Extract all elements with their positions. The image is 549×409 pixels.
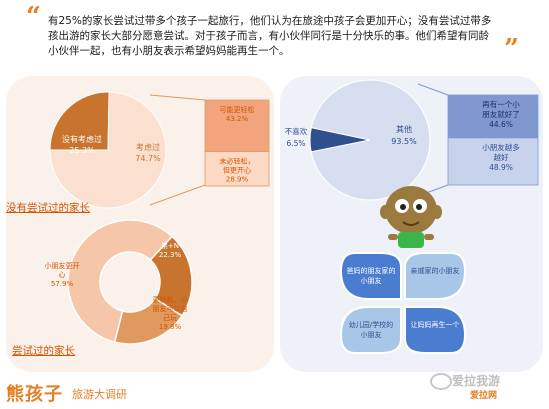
- petal-label-1: 亲戚家的小朋友: [411, 266, 460, 275]
- label-not-tried-parents: 没有尝试过的家长: [6, 202, 90, 214]
- watermark-sub: 爱拉网: [470, 391, 498, 401]
- pie1-connector-bottom: [149, 184, 206, 206]
- bar2-segment-1: [447, 137, 539, 186]
- donut-label-2: 更轻松，小: [153, 295, 188, 304]
- watermark-text: 爱拉我游: [452, 374, 501, 388]
- pie1-value-1: 74.7%: [135, 154, 161, 163]
- kid-head: [385, 186, 437, 234]
- bar1-value-0: 43.2%: [226, 115, 249, 123]
- pie1-value-0: 25.3%: [69, 146, 95, 155]
- label-tried-parents: 尝试过的家长: [12, 345, 75, 357]
- bar1-category-1: 但更开心: [223, 166, 251, 175]
- kid-shirt: [398, 232, 424, 248]
- pie1-label-0: 没有考虑过: [62, 134, 102, 144]
- pie1-slice-0: [49, 91, 110, 151]
- donut-label-0: 心: [59, 271, 66, 279]
- kid-mouth: [402, 221, 420, 226]
- kid-illustration: [380, 186, 442, 248]
- donut-label-2: 朋友可以自: [153, 304, 188, 313]
- donut-label-1: 累+N: [161, 242, 179, 250]
- pie1-slice-1: [49, 91, 167, 209]
- pie1-connector-top: [149, 94, 206, 101]
- petal-2: [339, 306, 402, 354]
- pie-chart-kids-preference: 不喜欢 6.5% 其他 93.5%: [285, 79, 449, 201]
- pie1-label-1: 考虑过: [136, 142, 160, 152]
- donut-value-1: 22.3%: [159, 251, 182, 259]
- donut-slice-2: [113, 297, 184, 345]
- brand-logo: 熊孩子: [6, 384, 63, 405]
- pie2-slice-1: [310, 79, 431, 201]
- open-quote-mark: “: [26, 2, 41, 32]
- bar2-category-0: 再有一个小: [482, 99, 520, 109]
- bar2-value-0: 44.6%: [489, 120, 513, 129]
- bar2-segment-0: [447, 94, 539, 139]
- brand-subtitle: 旅游大调研: [72, 388, 127, 401]
- header-text: 有25%的家长尝试过带多个孩子一起旅行，他们认为在旅途中孩子会更加开心；没有尝试…: [48, 15, 492, 57]
- petal-1: [404, 252, 467, 300]
- petal-0: [339, 252, 402, 300]
- donut-value-0: 57.9%: [51, 280, 74, 288]
- kid-ear-left: [380, 205, 390, 219]
- bar1-value-1: 28.9%: [226, 176, 249, 184]
- petal-label-0: 小朋友: [361, 276, 382, 285]
- petal-label-3: 让妈妈再生一个: [411, 320, 460, 329]
- pie2-label-0: 不喜欢: [285, 126, 308, 136]
- pie2-label-1: 其他: [396, 124, 412, 134]
- petal-3: [404, 306, 467, 354]
- bar2-value-1: 48.9%: [489, 163, 513, 172]
- petal-label-0: 爸妈的朋友家的: [347, 266, 396, 275]
- wechat-icon: [430, 373, 452, 390]
- petal-label-2: 幼儿园/学校的: [349, 320, 393, 329]
- donut-slice-0: [67, 219, 174, 343]
- bar1-category-1: 未必轻松，: [220, 157, 255, 166]
- donut-value-2: 19.8%: [159, 323, 182, 331]
- close-quote-mark: ”: [504, 34, 519, 64]
- pie-chart-consideration: 没有考虑过 25.3% 考虑过 74.7%: [49, 91, 206, 209]
- donut-label-2: 己玩: [163, 314, 177, 322]
- pie2-connector-top: [417, 83, 449, 96]
- bar2-category-0: 朋友就好了: [482, 109, 520, 119]
- kid-ear-right: [432, 205, 442, 219]
- donut-label-0: 小朋友更开: [45, 261, 80, 270]
- petal-label-2: 小朋友: [361, 330, 382, 339]
- pie2-value-0: 6.5%: [286, 139, 305, 148]
- pie2-value-1: 93.5%: [391, 137, 417, 146]
- bar1-category-0: 可能更轻松: [220, 105, 255, 114]
- bar2-category-1: 越好: [494, 152, 509, 162]
- bar1-segment-1: [204, 151, 270, 187]
- bar2-category-1: 小朋友越多: [482, 142, 520, 152]
